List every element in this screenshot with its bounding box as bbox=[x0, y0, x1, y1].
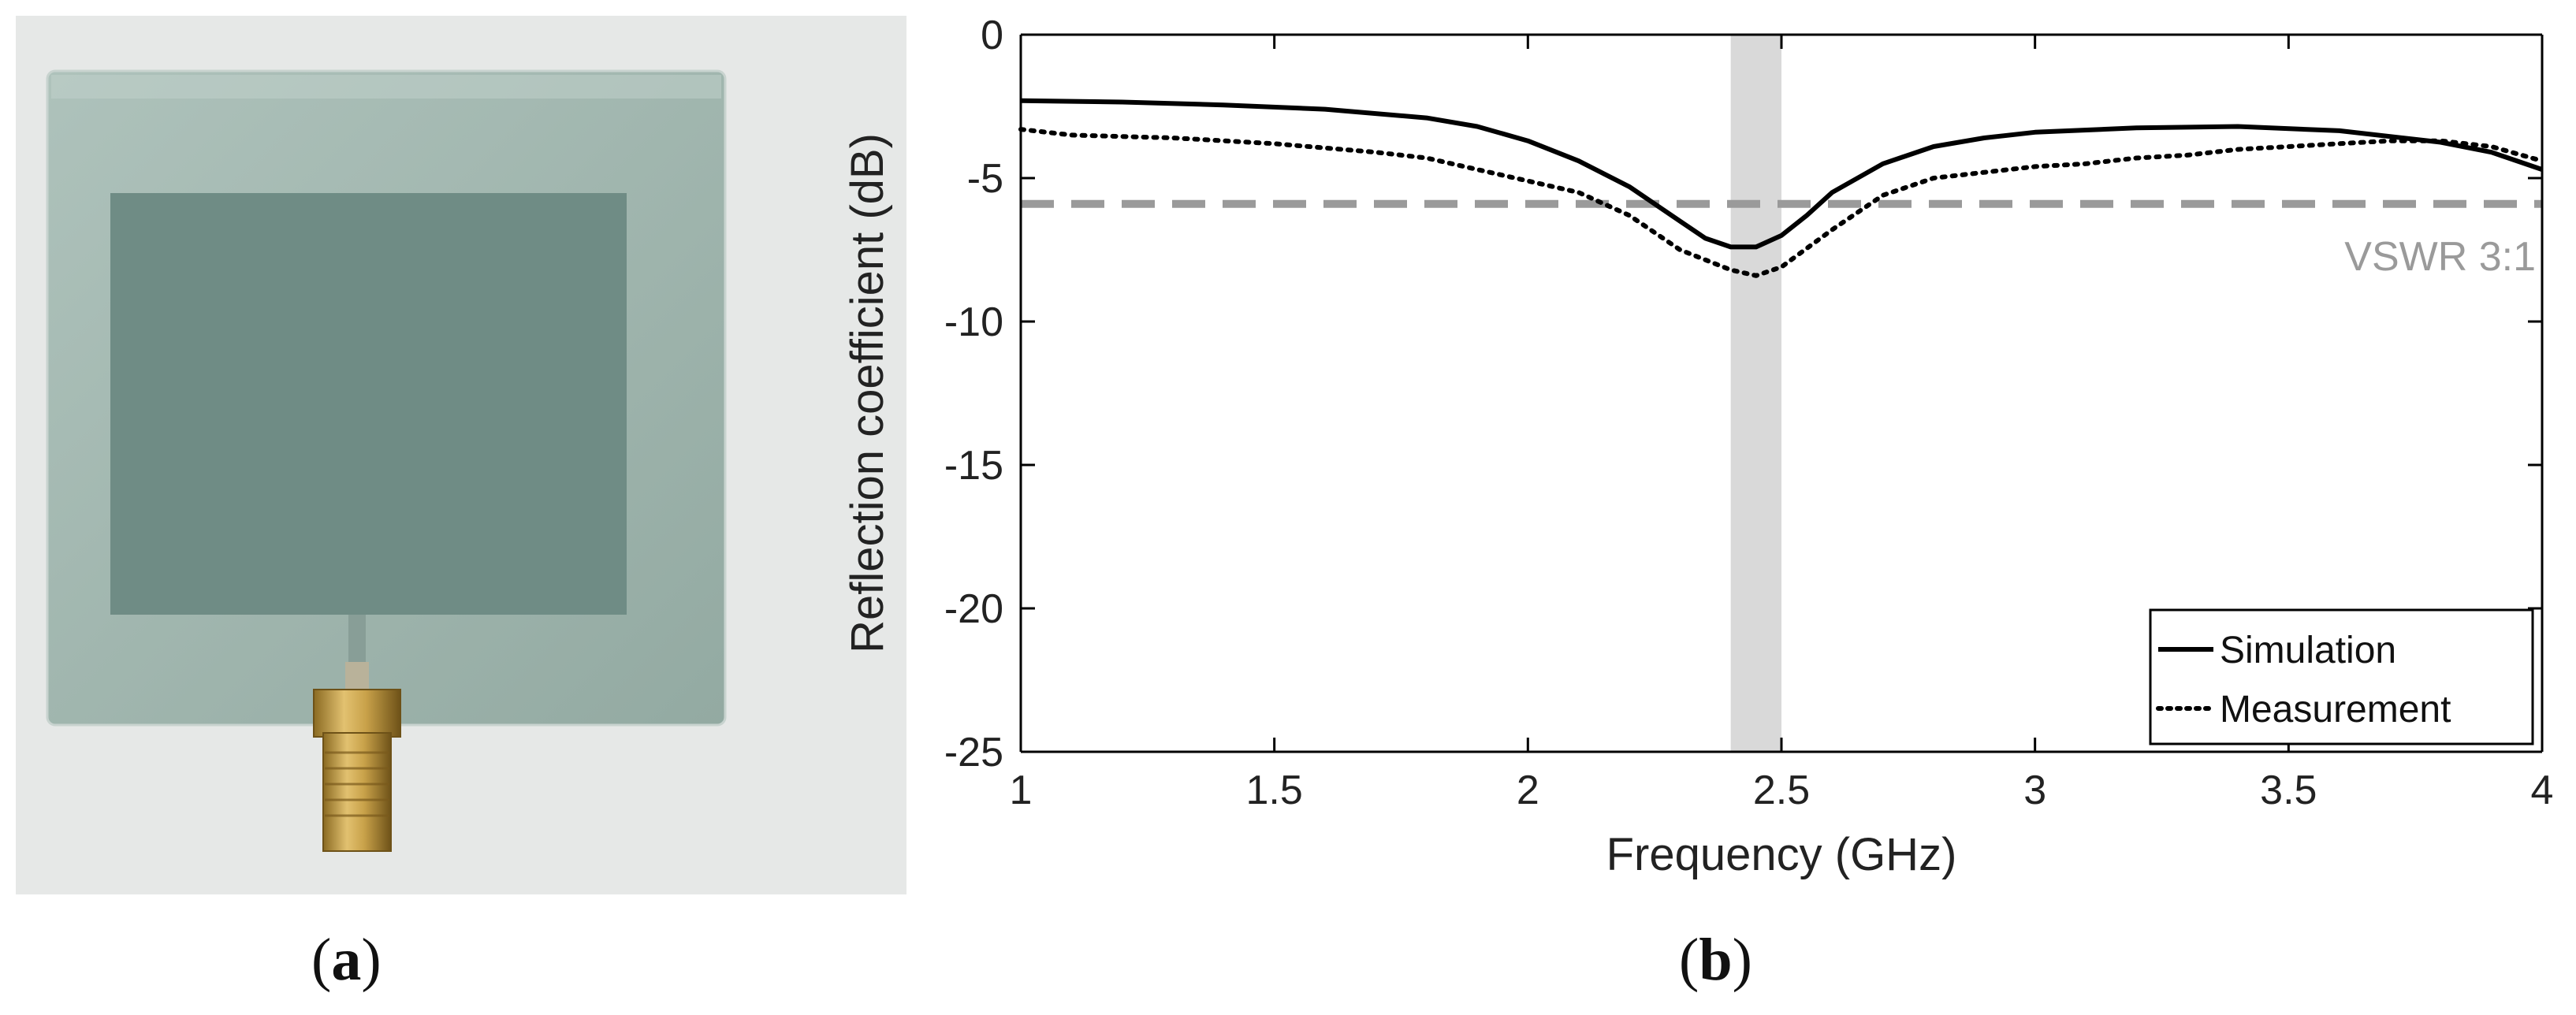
y-tick-label: -20 bbox=[944, 586, 1003, 632]
panel-a-caption: (a) bbox=[311, 927, 382, 993]
x-tick-label: 3 bbox=[2023, 768, 2046, 813]
vswr-label: VSWR 3:1 bbox=[2344, 234, 2536, 280]
axes bbox=[1019, 33, 2544, 753]
x-tick-label: 1 bbox=[1010, 768, 1033, 813]
series-line-measurement bbox=[1018, 127, 2544, 278]
chart-svg: 1 1.5 2 2.5 3 3.5 4 0 -5 -10 -15 -20 -25 VSWR 3:1 Fr… bbox=[842, 13, 2554, 880]
x-tick-label: 2 bbox=[1517, 768, 1539, 813]
y-tick-label: -15 bbox=[944, 443, 1003, 489]
legend-label-simulation: Simulation bbox=[2220, 630, 2396, 671]
x-tick-label: 4 bbox=[2531, 768, 2554, 813]
band-layer bbox=[1730, 35, 1781, 752]
x-tick-label: 3.5 bbox=[2260, 768, 2317, 813]
glass-highlight bbox=[51, 75, 721, 99]
y-axis-label: Reflection coefficient (dB) bbox=[842, 133, 893, 653]
connector-pin bbox=[345, 662, 369, 693]
connector-threads bbox=[325, 751, 389, 817]
series-line-simulation bbox=[1020, 98, 2543, 250]
y-tick-label: -25 bbox=[944, 730, 1003, 775]
series-layer bbox=[1018, 98, 2544, 278]
x-tick-label: 1.5 bbox=[1246, 768, 1303, 813]
y-tick-label: 0 bbox=[981, 13, 1003, 58]
feed-line bbox=[348, 615, 366, 670]
antenna-photo-drawing bbox=[16, 16, 906, 894]
sma-connector-body bbox=[322, 732, 392, 852]
legend: Simulation Measurement bbox=[2149, 608, 2534, 745]
reflection-chart: 1 1.5 2 2.5 3 3.5 4 0 -5 -10 -15 -20 -25 VSWR 3:1 Fr… bbox=[836, 0, 2576, 922]
y-tick-label: -5 bbox=[967, 156, 1003, 202]
legend-box bbox=[2149, 608, 2534, 745]
x-axis-label: Frequency (GHz) bbox=[1606, 829, 1957, 880]
antenna-photo bbox=[16, 16, 906, 894]
connector-flange bbox=[313, 689, 401, 738]
panel-b-caption: (b) bbox=[1679, 927, 1752, 993]
x-tick-label: 2.5 bbox=[1753, 768, 1810, 813]
patch-radiator bbox=[110, 193, 627, 615]
tick-labels: 1 1.5 2 2.5 3 3.5 4 0 -5 -10 -15 -20 -25 bbox=[944, 13, 2554, 813]
ism-band-highlight bbox=[1730, 35, 1781, 752]
y-tick-label: -10 bbox=[944, 299, 1003, 345]
legend-label-measurement: Measurement bbox=[2220, 689, 2451, 731]
